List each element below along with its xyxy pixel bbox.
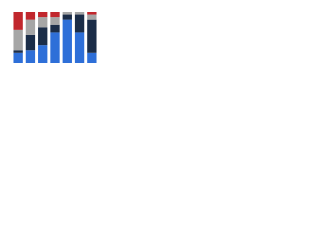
bar-segment <box>25 12 36 20</box>
bar-segment <box>13 29 23 51</box>
bar-segment <box>50 24 60 33</box>
bar-segment <box>38 27 48 46</box>
bar-segment <box>87 12 97 15</box>
chart <box>13 12 97 63</box>
bar-segment <box>38 45 48 63</box>
bar-segment <box>25 50 36 63</box>
bar-segment <box>87 19 97 53</box>
bar-segment <box>62 12 72 15</box>
bar-segment <box>50 32 60 63</box>
bar-segment <box>25 34 36 51</box>
bar-segment <box>50 12 60 18</box>
bar-segment <box>62 19 72 63</box>
bar-segment <box>38 17 48 28</box>
bar-segment <box>74 14 85 33</box>
bar-segment <box>13 52 23 63</box>
bar-segment <box>74 32 85 63</box>
bar-segment <box>38 12 48 18</box>
bar-segment <box>74 12 85 15</box>
bar-segment <box>62 14 72 20</box>
bar-segment <box>87 52 97 63</box>
bar-segment <box>50 17 60 25</box>
bar-segment <box>13 50 23 53</box>
bar-segment <box>25 19 36 35</box>
bar-segment <box>13 12 23 30</box>
bar-segment <box>87 14 97 20</box>
